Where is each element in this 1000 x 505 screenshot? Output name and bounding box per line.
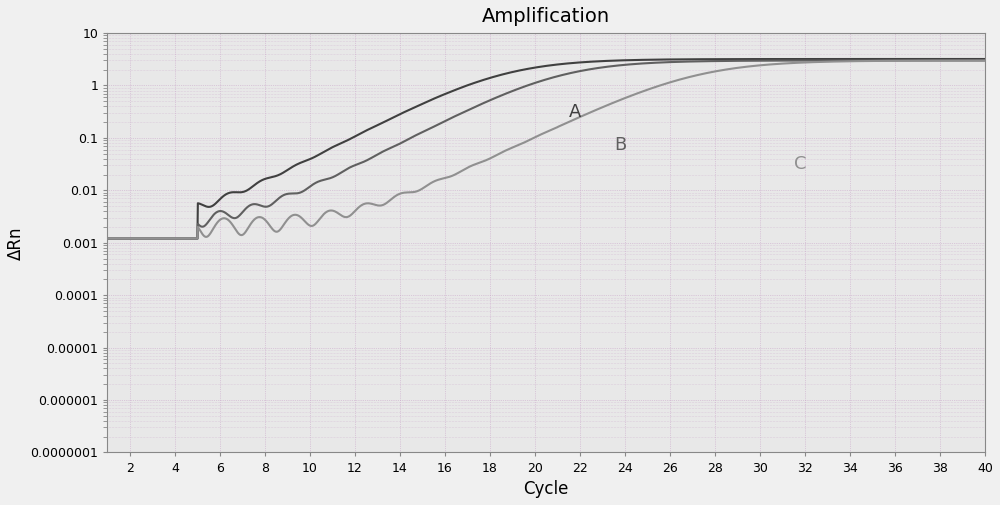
- Title: Amplification: Amplification: [482, 7, 610, 26]
- Y-axis label: ΔRn: ΔRn: [7, 226, 25, 260]
- X-axis label: Cycle: Cycle: [524, 480, 569, 498]
- Text: B: B: [614, 135, 626, 154]
- Text: A: A: [569, 103, 581, 121]
- Text: C: C: [794, 156, 806, 174]
